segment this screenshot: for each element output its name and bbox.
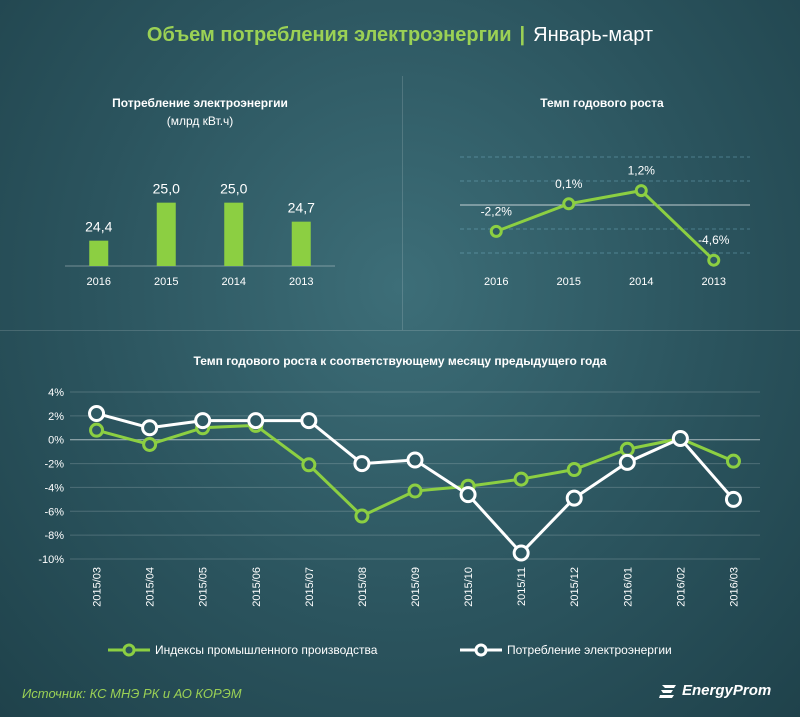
- monthly-ytick-label: -8%: [44, 530, 64, 542]
- series-0-point-2015/09: [407, 483, 423, 499]
- series-0-point-2015/03: [89, 422, 105, 438]
- series-0-point-2015/11: [513, 471, 529, 487]
- series-0-point-2016/03: [725, 453, 741, 469]
- series-1-point-2016/03: [724, 490, 742, 508]
- growth-line: [495, 188, 715, 262]
- monthly-xtick-label: 2016/03: [728, 567, 740, 607]
- bar-chart-title: Потребление электроэнергии: [112, 96, 288, 110]
- monthly-ytick-label: -2%: [44, 459, 64, 471]
- series-1-point-2015/05: [194, 412, 212, 430]
- monthly-ytick-label: -10%: [38, 554, 64, 566]
- chart-legend: Индексы промышленного производства Потре…: [108, 643, 672, 657]
- series-1-point-2016/02: [671, 430, 689, 448]
- monthly-chart-title: Темп годового роста к соответствующему м…: [193, 354, 606, 368]
- monthly-xtick-label: 2015/11: [516, 567, 528, 606]
- legend-label-consumption: Потребление электроэнергии: [507, 643, 672, 657]
- bar-value-label: 25,0: [220, 181, 247, 197]
- growth-point-2013: [707, 253, 721, 267]
- growth-category-label: 2016: [484, 276, 508, 288]
- bar-category-label: 2016: [87, 276, 111, 288]
- series-0-point-2015/07: [301, 457, 317, 473]
- annual-growth-chart: Темп годового роста -2,2% 2016 0,1% 2015 1,2…: [460, 96, 750, 288]
- series-1-point-2015/08: [353, 455, 371, 473]
- series-1-point-2015/03: [88, 404, 106, 422]
- monthly-xtick-label: 2016/01: [622, 567, 634, 607]
- legend-label-industry: Индексы промышленного производства: [155, 643, 378, 657]
- series-1-point-2015/11: [512, 544, 530, 562]
- bar-chart-unit: (млрд кВт.ч): [167, 114, 234, 128]
- monthly-xtick-label: 2015/10: [463, 567, 475, 607]
- bar-value-label: 24,7: [288, 200, 315, 216]
- bar-2014: [224, 202, 244, 266]
- bar-value-label: 25,0: [153, 181, 180, 197]
- title-main: Объем потребления электроэнергии: [146, 24, 512, 46]
- monthly-ytick-label: 2%: [48, 411, 64, 423]
- series-1-point-2016/01: [618, 453, 636, 471]
- bar-value-label: 24,4: [85, 219, 112, 235]
- growth-value-label: 1,2%: [628, 164, 656, 178]
- growth-value-label: 0,1%: [555, 177, 583, 191]
- monthly-xtick-label: 2015/12: [569, 567, 581, 607]
- series-1-point-2015/04: [141, 419, 159, 437]
- panel-divider-horizontal: [0, 330, 800, 331]
- page-title: Объем потребления электроэнергии | Январь-…: [0, 24, 800, 47]
- series-line-1: [96, 412, 735, 555]
- monthly-ytick-label: 0%: [48, 435, 64, 447]
- monthly-xtick-label: 2015/06: [251, 567, 263, 607]
- series-0-point-2015/04: [142, 436, 158, 452]
- series-line-0: [96, 423, 735, 518]
- monthly-xtick-label: 2015/08: [357, 567, 369, 607]
- growth-value-label: -4,6%: [698, 233, 730, 247]
- growth-chart-title: Темп годового роста: [540, 96, 664, 110]
- logo-icon: [659, 684, 676, 698]
- energyprom-logo: EnergyProm: [658, 682, 771, 699]
- title-separator: |: [519, 24, 526, 46]
- series-1-point-2015/12: [565, 489, 583, 507]
- series-1-point-2015/10: [459, 486, 477, 504]
- growth-category-label: 2014: [629, 276, 653, 288]
- source-note: Источник: КС МНЭ РК и АО КОРЭМ: [22, 686, 242, 701]
- monthly-ytick-label: -6%: [44, 506, 64, 518]
- monthly-ytick-label: 4%: [48, 387, 64, 399]
- growth-category-label: 2015: [557, 276, 581, 288]
- series-1-point-2015/09: [406, 451, 424, 469]
- series-0-point-2015/08: [354, 508, 370, 524]
- monthly-ytick-label: -4%: [44, 482, 64, 494]
- logo-text: EnergyProm: [682, 682, 772, 699]
- monthly-xtick-label: 2015/04: [145, 567, 157, 607]
- growth-point-2016: [489, 224, 503, 238]
- monthly-xtick-label: 2015/03: [92, 567, 104, 607]
- title-subtitle: Январь-март: [533, 24, 654, 46]
- monthly-growth-chart: Темп годового роста к соответствующему м…: [38, 354, 760, 657]
- bar-category-label: 2013: [289, 276, 313, 288]
- legend-marker-industry: [122, 643, 136, 657]
- bar-category-label: 2014: [222, 276, 246, 288]
- bar-2015: [156, 202, 176, 266]
- series-0-point-2015/12: [566, 462, 582, 478]
- growth-category-label: 2013: [702, 276, 726, 288]
- growth-value-label: -2,2%: [481, 204, 513, 218]
- monthly-xtick-label: 2015/09: [410, 567, 422, 607]
- monthly-xtick-label: 2015/05: [198, 567, 210, 607]
- bar-2016: [89, 240, 109, 266]
- bar-2013: [291, 221, 311, 266]
- series-1-point-2015/06: [247, 412, 265, 430]
- growth-point-2014: [634, 184, 648, 198]
- bar-category-label: 2015: [154, 276, 178, 288]
- legend-marker-consumption: [474, 643, 488, 657]
- monthly-xtick-label: 2015/07: [304, 567, 316, 607]
- consumption-bar-chart: Потребление электроэнергии (млрд кВт.ч) …: [65, 96, 335, 288]
- series-0-point-2016/01: [619, 441, 635, 457]
- series-1-point-2015/07: [300, 412, 318, 430]
- growth-point-2015: [562, 197, 576, 211]
- panel-divider-vertical: [402, 76, 403, 330]
- monthly-xtick-label: 2016/02: [675, 567, 687, 607]
